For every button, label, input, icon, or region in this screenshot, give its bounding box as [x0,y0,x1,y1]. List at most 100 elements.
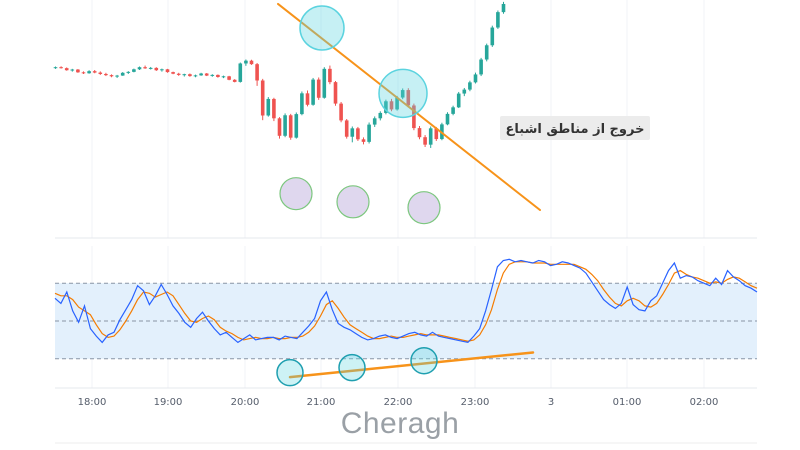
candle-body [81,72,86,74]
candle-body [53,67,58,69]
candle-body [367,124,371,142]
candle-body [479,59,483,75]
candle-body [339,103,343,121]
candle-body [395,97,399,110]
candle-body [199,73,203,76]
candle-body [462,89,467,94]
time-tick-label: 23:00 [461,397,490,408]
candle-body [98,72,103,74]
candle-body [249,60,254,65]
highlight-circle [338,353,366,382]
candle-body [216,74,220,77]
oscillator-highlight-circles [276,346,438,387]
highlight-circle [279,177,313,211]
candle-body [64,68,69,71]
annotation-text: خروج از مناطق اشباع [506,122,645,137]
candle-body [378,112,383,119]
candle-body [255,64,259,81]
candle-body [260,80,265,116]
candle-body [288,115,293,138]
candle-body [322,68,327,98]
candle-body [126,71,131,73]
candle-body [115,75,119,77]
candle-body [389,101,394,110]
candle-body [182,74,187,76]
time-tick-label: 21:00 [307,397,336,408]
candle-body [277,118,282,136]
candle-body [70,69,75,71]
annotation-label: خروج از مناطق اشباع [500,116,650,140]
candle-body [501,3,506,13]
candle-body [294,114,299,138]
candle-body [210,74,215,76]
candle-body [333,82,338,104]
candle-body [232,79,237,82]
annotation-background [500,116,650,140]
candle-body [417,128,422,138]
candle-body [496,12,500,28]
candle-body [92,71,97,73]
candle-body [137,67,142,70]
candle-body [344,120,349,137]
candle-body [361,139,366,142]
candle-body [406,90,411,106]
candle-body [176,73,181,75]
highlight-circle [276,358,304,387]
candle-body [266,98,271,116]
candle-body [120,72,125,76]
candle-body [400,90,405,98]
candle-body [328,68,332,83]
time-axis: 18:00 19:00 20:00 21:00 22:00 23:00 3 01… [78,397,719,408]
time-tick-label: 22:00 [384,397,413,408]
highlight-circle [378,68,428,119]
candle-body [305,93,310,105]
candle-body [165,69,170,73]
candle-body [154,67,159,71]
candle-body [473,74,478,83]
candle-body [350,128,355,137]
candle-body [104,73,108,76]
candlestick-series [53,1,506,148]
candle-body [484,45,489,60]
candle-body [384,101,388,113]
candle-body [423,137,427,145]
candle-body [76,69,80,73]
price-highlight-circles [279,5,441,225]
time-tick-label: 19:00 [154,397,183,408]
candle-body [221,76,226,78]
candle-body [143,67,147,69]
oscillator-slow-line [54,261,758,342]
time-tick-label: 01:00 [613,397,642,408]
candle-body [456,93,461,108]
candle-body [468,82,472,90]
candle-body [428,128,433,145]
time-tick-label: 18:00 [78,397,107,408]
candle-body [160,69,164,71]
time-tick-label: 3 [548,397,554,408]
highlight-circle [410,346,438,375]
candle-body [412,105,416,129]
watermark-logo: Cheragh [341,407,460,440]
highlight-circle [299,5,345,51]
candle-body [227,76,231,80]
price-trendline [277,2,541,211]
candle-body [148,67,153,69]
highlight-circle [407,191,441,225]
oscillator-levels [55,282,757,360]
candle-body [132,69,136,72]
candle-body [490,27,495,46]
time-tick-label: 20:00 [231,397,260,408]
candle-body [59,67,63,69]
candle-body [283,115,287,136]
candle-body [316,79,321,98]
candle-body [87,71,91,74]
price-grid [91,0,705,238]
candle-body [300,93,304,115]
candle-body [311,79,315,105]
candle-body [244,60,248,64]
candle-body [204,73,209,76]
candle-body [451,107,455,114]
candle-body [109,75,114,77]
candle-body [445,113,450,125]
